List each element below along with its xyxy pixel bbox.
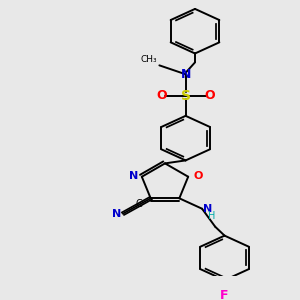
Text: C: C xyxy=(135,199,142,208)
Text: O: O xyxy=(156,89,166,102)
Text: CH₃: CH₃ xyxy=(141,55,158,64)
Text: N: N xyxy=(180,68,191,81)
Text: H: H xyxy=(208,211,215,221)
Text: N: N xyxy=(112,208,121,219)
Text: F: F xyxy=(220,289,229,300)
Text: N: N xyxy=(203,204,212,214)
Text: N: N xyxy=(129,171,138,181)
Text: O: O xyxy=(205,89,215,102)
Text: S: S xyxy=(181,89,190,103)
Text: O: O xyxy=(193,171,203,181)
